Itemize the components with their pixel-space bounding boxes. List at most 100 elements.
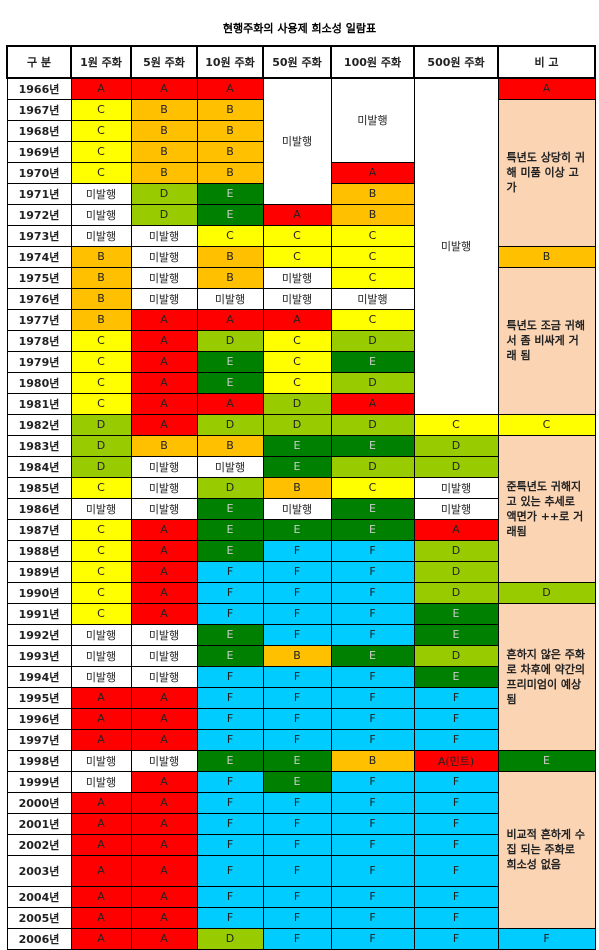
grade-cell: A [130, 686, 198, 709]
grade-cell: D [130, 203, 198, 226]
grade-cell: E [330, 434, 415, 457]
grade-cell: A [130, 329, 198, 352]
grade-cell: F [196, 581, 264, 604]
table-row: 1994년 미발행 미발행 F F F E [6, 665, 595, 688]
grade-cell: D [262, 413, 332, 436]
grade-cell: A [130, 539, 198, 562]
grade-cell: E [196, 539, 264, 562]
table-row: 2005년 A A F F F F [6, 906, 595, 929]
grade-cell: F [330, 581, 415, 604]
grade-cell: C [70, 329, 132, 352]
grade-cell: B [130, 434, 198, 457]
grade-cell: F [413, 927, 499, 950]
grade-cell: F [196, 728, 264, 751]
year-cell: 1997년 [6, 728, 72, 751]
grade-cell: D [70, 434, 132, 457]
grade-cell: F [262, 707, 332, 730]
grade-cell: E [262, 455, 332, 478]
grade-cell: C [262, 245, 332, 268]
grade-cell: E [413, 623, 499, 646]
table-row: 1980년 C A E C D [6, 371, 595, 394]
year-cell: 2005년 [6, 906, 72, 929]
header-cell: 1원 주화 [70, 45, 132, 79]
year-cell: 2001년 [6, 812, 72, 835]
grade-cell: C [330, 476, 415, 499]
table-row: 1998년 미발행 미발행 E E B A(민트) E [6, 749, 596, 772]
table-row: 1969년 C B B [6, 140, 595, 163]
table-row: 1999년 미발행 A F E F F 비교적 흔하게 수집 되는 주화로 희소성 없음 [6, 770, 596, 929]
grade-cell: C [70, 161, 132, 184]
note-cell: B [497, 245, 596, 268]
grade-cell: B [330, 182, 415, 205]
grade-cell: D [413, 455, 499, 478]
grade-cell: C [70, 140, 132, 163]
grade-cell: F [196, 833, 264, 856]
table-row: 1967년 C B B 특년도 상당히 귀해 미품 이상 고가 [6, 98, 596, 247]
grade-cell: 미발행 [262, 77, 332, 205]
grade-cell: B [130, 140, 198, 163]
grade-cell: 미발행 [262, 287, 332, 310]
title: 현행주화의 사용제 희소성 일람표 [222, 22, 377, 35]
grade-cell: B [130, 161, 198, 184]
grade-cell: F [262, 665, 332, 688]
grade-cell: F [262, 602, 332, 625]
grade-cell: 미발행 [130, 665, 198, 688]
note-cell: A [497, 77, 596, 100]
table-row: 1991년 C A F F F E 흔하지 않은 주화로 차후에 약간의 프리미엄이 예상 됨 [6, 602, 596, 751]
grade-cell: F [330, 927, 415, 950]
grade-cell: F [262, 728, 332, 751]
grade-cell: C [330, 308, 415, 331]
grade-cell: A [70, 906, 132, 929]
header-cell: 5원 주화 [130, 45, 198, 79]
grade-cell: F [262, 833, 332, 856]
grade-cell: B [70, 245, 132, 268]
header-cell: 비 고 [497, 45, 596, 79]
table-row: 2006년 A A D F F F F [6, 927, 596, 950]
table-row: 1982년 D A D D D C C [6, 413, 596, 436]
grade-cell: B [196, 119, 264, 142]
grade-cell: A(민트) [413, 749, 499, 772]
grade-cell: A [70, 791, 132, 814]
table-row: 2000년 A A F F F F [6, 791, 595, 814]
grade-cell: A [70, 854, 132, 887]
grade-cell: F [262, 885, 332, 908]
year-cell: 2004년 [6, 885, 72, 908]
grade-cell: 미발행 [70, 623, 132, 646]
table-row: 1984년 D 미발행 미발행 E D D [6, 455, 595, 478]
grade-cell: A [130, 854, 198, 887]
grade-cell: D [330, 329, 415, 352]
year-cell: 2006년 [6, 927, 72, 950]
grade-cell: F [413, 854, 499, 887]
year-cell: 1973년 [6, 224, 72, 247]
grade-cell: 미발행 [70, 749, 132, 772]
year-cell: 1969년 [6, 140, 72, 163]
grade-cell: E [262, 770, 332, 793]
grade-cell: A [130, 413, 198, 436]
grade-cell: B [330, 203, 415, 226]
grade-cell: A [413, 518, 499, 541]
grade-cell: A [130, 833, 198, 856]
grade-cell: F [413, 906, 499, 929]
grade-cell: B [196, 434, 264, 457]
year-cell: 1995년 [6, 686, 72, 709]
grade-cell: C [70, 602, 132, 625]
grade-cell: F [196, 602, 264, 625]
grade-cell: 미발행 [70, 770, 132, 793]
note-cell: 준특년도 귀해지고 있는 추세로 액면가 ++로 거래됨 [497, 434, 596, 583]
grade-cell: F [413, 728, 499, 751]
year-cell: 1985년 [6, 476, 72, 499]
grade-cell: A [130, 518, 198, 541]
year-cell: 1978년 [6, 329, 72, 352]
grade-cell: F [330, 623, 415, 646]
grade-cell: 미발행 [130, 644, 198, 667]
grade-cell: D [413, 560, 499, 583]
grade-cell: A [130, 77, 198, 100]
note-cell: 특년도 상당히 귀해 미품 이상 고가 [497, 98, 596, 247]
year-cell: 1998년 [6, 749, 72, 772]
grade-cell: A [70, 812, 132, 835]
table-row: 2003년 A A F F F F [6, 854, 595, 887]
grade-cell: B [196, 245, 264, 268]
year-cell: 1966년 [6, 77, 72, 100]
grade-cell: A [130, 770, 198, 793]
note-cell: D [497, 581, 596, 604]
